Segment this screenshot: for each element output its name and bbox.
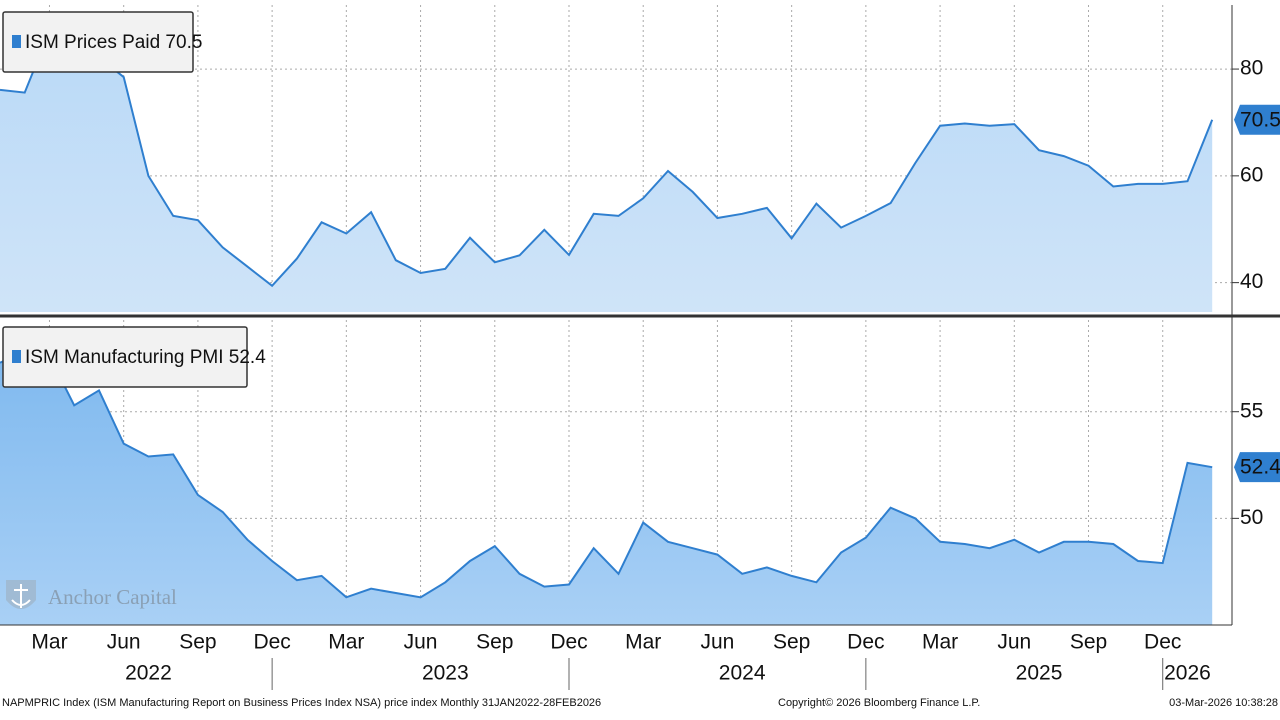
x-tick-label: Sep: [179, 631, 216, 654]
last-value-tag: [1234, 452, 1280, 483]
x-tick-label: Jun: [701, 631, 735, 654]
year-label: 2026: [1164, 662, 1211, 685]
x-tick-label: Mar: [922, 631, 958, 654]
watermark-text: Anchor Capital: [48, 585, 177, 609]
year-label: 2025: [1016, 662, 1063, 685]
year-label: 2022: [125, 662, 172, 685]
y-tick-label: 55: [1240, 399, 1263, 422]
x-tick-label: Dec: [847, 631, 884, 654]
legend: ISM Manufacturing PMI 52.4: [2, 326, 266, 388]
legend: ISM Prices Paid 70.5: [2, 11, 202, 73]
legend-label: ISM Manufacturing PMI 52.4: [25, 347, 266, 368]
legend-box: [2, 11, 194, 73]
series-line: [0, 29, 1214, 288]
last-value-tag: [1234, 104, 1280, 135]
x-tick-label: Sep: [1070, 631, 1107, 654]
footer-description: NAPMPRIC Index (ISM Manufacturing Report…: [2, 697, 601, 709]
x-tick-label: Dec: [253, 631, 290, 654]
x-tick-label: Mar: [31, 631, 67, 654]
footer-timestamp: 03-Mar-2026 10:38:28: [1169, 697, 1278, 709]
year-label: 2024: [719, 662, 766, 685]
y-tick-label: 50: [1240, 506, 1263, 529]
x-tick-label: Jun: [404, 631, 438, 654]
x-tick-label: Dec: [550, 631, 587, 654]
footer-copyright: Copyright© 2026 Bloomberg Finance L.P.: [778, 697, 980, 709]
legend-swatch: [12, 35, 21, 48]
x-tick-label: Mar: [328, 631, 364, 654]
x-tick-label: Dec: [1144, 631, 1181, 654]
year-label: 2023: [422, 662, 469, 685]
legend-box: [2, 326, 248, 388]
legend-swatch: [12, 350, 21, 363]
x-tick-label: Sep: [476, 631, 513, 654]
x-tick-label: Jun: [997, 631, 1031, 654]
legend-label: ISM Prices Paid 70.5: [25, 32, 202, 53]
watermark: Anchor Capital: [6, 580, 177, 609]
area-fill: [0, 352, 1213, 625]
y-tick-label: 80: [1240, 57, 1263, 80]
x-tick-label: Sep: [773, 631, 810, 654]
last-value-label: 70.5: [1240, 108, 1280, 131]
last-value-label: 52.4: [1240, 456, 1280, 479]
y-tick-label: 40: [1240, 270, 1263, 293]
x-tick-label: Jun: [107, 631, 141, 654]
y-tick-label: 60: [1240, 163, 1263, 186]
x-tick-label: Mar: [625, 631, 661, 654]
area-fill: [0, 31, 1213, 312]
series-line: [0, 350, 1213, 599]
